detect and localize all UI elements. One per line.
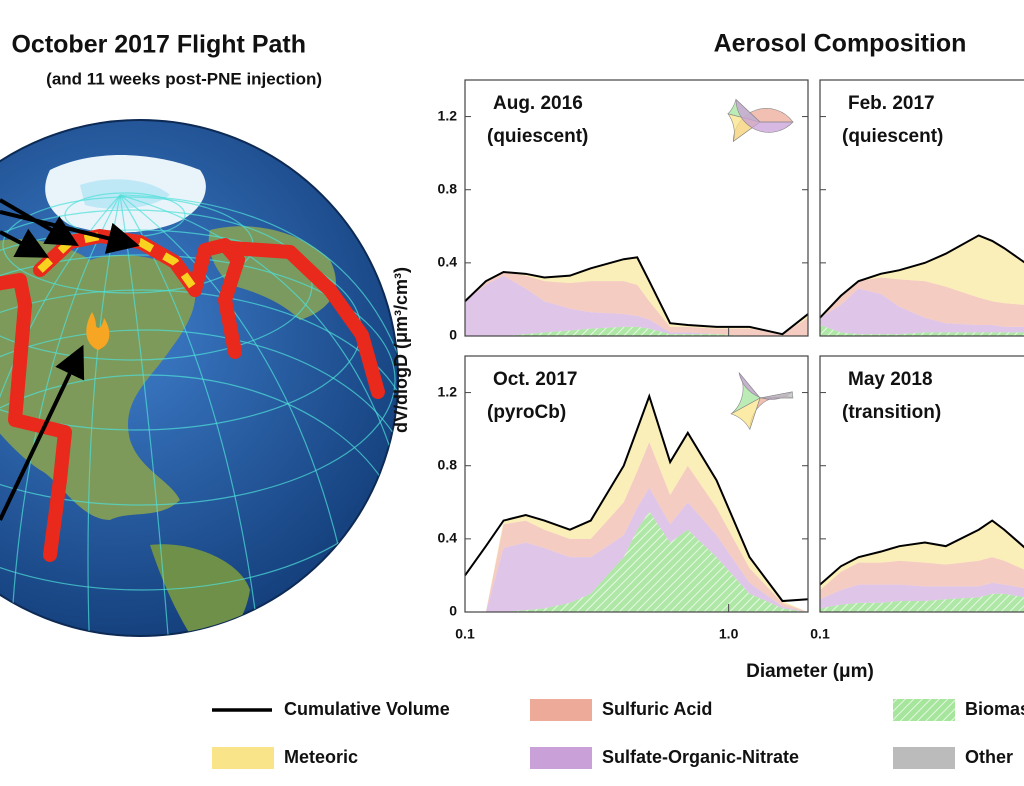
y-tick-label: 1.2 [438, 383, 458, 399]
x-tick-label: 0.1 [455, 626, 475, 642]
legend-label: Biomass Burning [965, 699, 1024, 719]
x-axis-label: Diameter (μm) [746, 661, 874, 682]
cumulative-line [464, 256, 809, 336]
legend-swatch [530, 699, 592, 721]
x-tick-label: 1.0 [719, 626, 739, 642]
y-axis-label: dV/dlogD (μm³/cm³) [391, 267, 411, 433]
y-tick-label: 0.8 [438, 456, 458, 472]
area-1 [820, 582, 1024, 609]
panel: 0.11.0May 2018(transition) [810, 355, 1024, 642]
legend-label: Sulfate-Organic-Nitrate [602, 747, 799, 767]
legend-label: Meteoric [284, 747, 358, 767]
area-1 [465, 275, 808, 336]
y-tick-label: 0.4 [438, 530, 458, 546]
panel-frame [819, 79, 1024, 337]
area-0 [465, 511, 808, 612]
panel-frame [464, 355, 809, 613]
area-3 [820, 235, 1024, 318]
cumulative-line [464, 393, 809, 603]
legend: Biomass Burning Sulfate-Organic-Nitrate Su… [212, 699, 1024, 769]
legend-swatch [530, 747, 592, 769]
x-tick-label: 0.1 [810, 626, 830, 642]
panel-subtitle: (quiescent) [842, 126, 943, 147]
panel-title: May 2018 [848, 369, 933, 390]
panel-title: Feb. 2017 [848, 93, 935, 114]
legend-label: Cumulative Volume [284, 699, 450, 719]
area-0 [820, 325, 1024, 336]
panel-subtitle: (pyroCb) [487, 402, 566, 423]
panel: 0 0.4 0.8 1.2 Aug. 2016 (quiescent) [438, 79, 809, 343]
y-tick-label: 1.2 [438, 107, 458, 123]
panel: 0 0.4 0.8 1.2 0.1 1.0 Oct. 2017 (pyroCb) [438, 355, 809, 642]
area-2 [820, 557, 1024, 600]
pie-slice [759, 391, 794, 399]
panel-title: Aug. 2016 [493, 93, 583, 114]
left-subtitle: (and 11 weeks post-PNE injection) [46, 69, 322, 88]
area-1 [465, 487, 808, 612]
y-tick-label: 0 [449, 327, 457, 343]
panel-frame [464, 79, 809, 337]
legend-swatch [893, 699, 955, 721]
area-2 [465, 272, 808, 336]
panel-subtitle: (transition) [842, 402, 941, 423]
area-0 [465, 326, 808, 336]
area-1 [820, 288, 1024, 335]
cumulative-line [819, 234, 1024, 319]
figure-title: Aerosol Composition [714, 30, 967, 58]
legend-label: Other [965, 747, 1013, 767]
panels: 0 0.4 0.8 1.2 Aug. 2016 (quiescent) Feb. 2017 (… [438, 79, 1024, 642]
panel: Feb. 2017 (quiescent) [819, 79, 1024, 337]
cumulative-line [819, 519, 1024, 586]
area-3 [465, 257, 808, 335]
panel-subtitle: (quiescent) [487, 126, 588, 147]
y-tick-label: 0 [449, 603, 457, 619]
legend-swatch [893, 747, 955, 769]
area-3 [820, 520, 1024, 591]
panel-title: Oct. 2017 [493, 369, 578, 390]
y-tick-label: 0.4 [438, 254, 458, 270]
area-0 [820, 593, 1024, 612]
globe [0, 119, 399, 637]
left-title: October 2017 Flight Path [11, 31, 306, 59]
legend-swatch [212, 747, 274, 769]
area-2 [465, 441, 808, 612]
y-tick-label: 0.8 [438, 180, 458, 196]
panel-frame [819, 355, 1024, 613]
area-2 [820, 277, 1024, 327]
pie-slice [735, 98, 794, 133]
legend-label: Sulfuric Acid [602, 699, 712, 719]
